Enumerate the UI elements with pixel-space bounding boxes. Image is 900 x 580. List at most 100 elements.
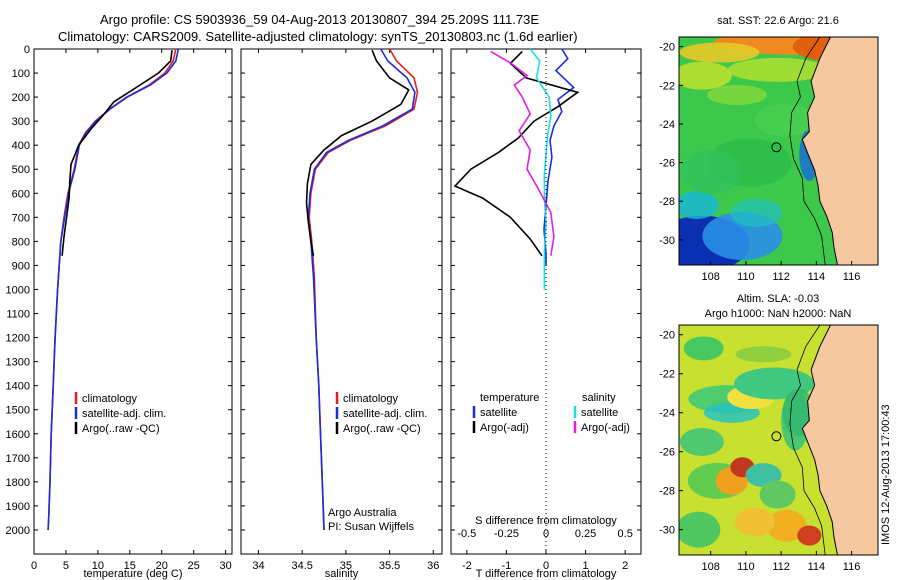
x-axis-label: salinity [325, 568, 359, 580]
x-tick-label: 116 [843, 561, 861, 573]
y-tick-label: 1000 [6, 284, 30, 296]
legend-label: satellite [581, 407, 618, 419]
x-tick-label: 34 [252, 560, 264, 572]
series-line [529, 48, 552, 290]
x-tick-label: 112 [772, 561, 790, 573]
annotation-text: PI: Susan Wijffels [328, 521, 414, 533]
map-blob [727, 57, 828, 82]
x-tick-label: 114 [808, 561, 826, 573]
x-tick-label: 114 [808, 271, 826, 283]
salinity-panel-frame [240, 48, 443, 555]
figure-title-line1: Argo profile: CS 5903936_59 04-Aug-2013 … [100, 12, 539, 27]
y-tick-label: 500 [12, 164, 30, 176]
x-tick-label: 34.5 [291, 560, 312, 572]
y-tick-label: 1100 [6, 309, 30, 321]
y-tick-label: 400 [12, 140, 30, 152]
y-tick-label: -22 [659, 80, 675, 92]
map-blob [766, 509, 807, 542]
sla-map-subtitle: Argo h1000: NaN h2000: NaN [705, 308, 852, 320]
x-tick-label-salinity: -0.25 [494, 528, 519, 540]
y-tick-label: 800 [12, 236, 30, 248]
map-blob [679, 42, 760, 63]
land-mass [801, 325, 878, 555]
x-tick-label-salinity: -0.5 [457, 528, 476, 540]
series-line [47, 48, 180, 531]
series-line [453, 50, 580, 257]
legend-label: Argo(-adj) [581, 422, 630, 434]
legend-label: Argo(..raw -QC) [82, 423, 160, 435]
sla-map-title: Altim. SLA: -0.03 [737, 293, 820, 305]
x-tick-label: 2 [622, 560, 628, 572]
x-tick-label: 112 [772, 271, 790, 283]
x-tick-label: 30 [219, 560, 231, 572]
shelf-contour [789, 325, 826, 555]
map-blob [730, 198, 783, 227]
x-tick-label: 36 [427, 560, 439, 572]
series-line [490, 50, 555, 256]
legend-label: climatology [82, 393, 138, 405]
legend-label: Argo(-adj) [480, 422, 529, 434]
legend-label: climatology [343, 393, 399, 405]
y-tick-label: 1200 [6, 333, 30, 345]
x-tick-label: 35 [340, 560, 352, 572]
series-line [543, 48, 575, 266]
x-tick-label: 0 [543, 560, 549, 572]
y-tick-label: -26 [659, 447, 675, 459]
x-tick-label: 0 [31, 560, 37, 572]
y-tick-label: -30 [659, 235, 675, 247]
y-tick-label: 1400 [6, 381, 30, 393]
x-tick-label: 108 [702, 271, 720, 283]
y-tick-label: 900 [12, 260, 30, 272]
sla-map-field [679, 325, 878, 555]
y-tick-label: 1900 [6, 501, 30, 513]
x-axis-label: temperature (deg C) [83, 568, 182, 580]
y-tick-label: 600 [12, 188, 30, 200]
map-blob [735, 346, 792, 363]
x-tick-label: -2 [462, 560, 472, 572]
map-blob [679, 427, 724, 456]
y-tick-label: -30 [659, 525, 675, 537]
x-tick-label: 5 [63, 560, 69, 572]
x-tick-label-salinity: 0 [543, 528, 549, 540]
legend-label: satellite-adj. clim. [82, 408, 166, 420]
x-tick-label: 108 [702, 561, 720, 573]
y-tick-label: 2000 [6, 525, 30, 537]
sst-map-title: sat. SST: 22.6 Argo: 21.6 [717, 15, 839, 27]
x-tick-label-salinity: 0.25 [575, 528, 596, 540]
temperature-panel-frame [33, 48, 233, 555]
map-blob [679, 191, 719, 220]
x-tick-label: 15 [124, 560, 136, 572]
map-blob [679, 511, 721, 548]
x-tick-label: -1 [502, 560, 512, 572]
sst-map-frame [678, 36, 879, 266]
argo-position-marker [771, 431, 782, 442]
map-blob [707, 84, 768, 105]
x-tick-label: 1 [583, 560, 589, 572]
map-blob [683, 336, 724, 361]
annotation-text: Argo Australia [328, 507, 397, 519]
y-tick-label: -24 [659, 408, 675, 420]
argo-position-marker [771, 142, 782, 153]
shelf-contour [789, 37, 826, 265]
x-tick-label: 20 [156, 560, 168, 572]
x-tick-label-salinity: 0.5 [618, 528, 633, 540]
y-tick-label: 1800 [6, 477, 30, 489]
y-tick-label: -28 [659, 196, 675, 208]
series-line [307, 48, 416, 531]
y-tick-label: -20 [659, 42, 675, 54]
y-tick-label: -20 [659, 330, 675, 342]
y-tick-label: 1700 [6, 453, 30, 465]
y-tick-label: 1300 [6, 357, 30, 369]
x-tick-label: 10 [92, 560, 104, 572]
y-tick-label: 1600 [6, 429, 30, 441]
y-tick-label: 0 [24, 44, 30, 56]
x-tick-label: 25 [188, 560, 200, 572]
map-blob [745, 463, 782, 488]
land-mass [801, 37, 878, 265]
y-tick-label: -22 [659, 369, 675, 381]
x-tick-label: 110 [737, 561, 755, 573]
sst-map-field [679, 37, 878, 265]
map-blob [797, 525, 822, 546]
y-tick-label: 1500 [6, 405, 30, 417]
